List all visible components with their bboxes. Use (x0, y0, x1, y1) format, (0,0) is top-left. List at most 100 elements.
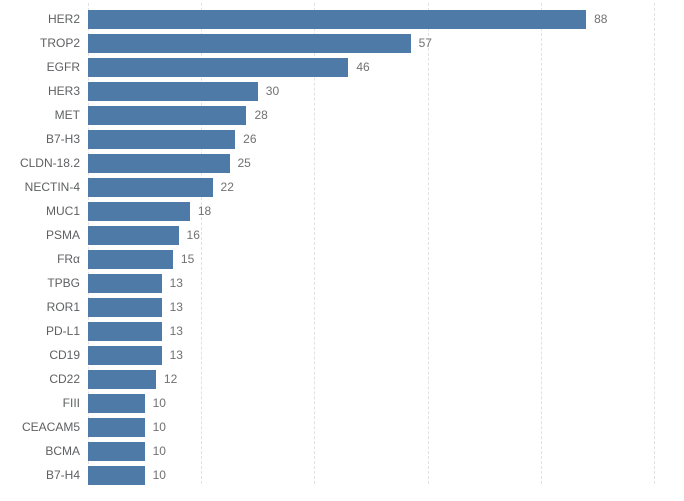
bar[interactable] (88, 441, 145, 461)
bar-track: 30 (88, 81, 684, 101)
bar[interactable] (88, 345, 162, 365)
bar-track: 46 (88, 57, 684, 77)
value-label: 10 (152, 396, 166, 410)
bar-track: 16 (88, 225, 684, 245)
bar[interactable] (88, 369, 156, 389)
value-label: 46 (356, 60, 370, 74)
bar[interactable] (88, 249, 173, 269)
value-label: 57 (418, 36, 432, 50)
bar-track: 10 (88, 417, 684, 437)
bar-row: CEACAM5 10 (0, 415, 684, 439)
bar-row: MET 28 (0, 103, 684, 127)
value-label: 10 (152, 468, 166, 482)
bar[interactable] (88, 129, 236, 149)
value-label: 13 (169, 348, 183, 362)
category-label: HER2 (47, 12, 80, 26)
category-label: PSMA (45, 228, 80, 242)
bar-row: PD-L1 13 (0, 319, 684, 343)
value-label: 12 (163, 372, 178, 386)
category-label: B7-H3 (45, 132, 80, 146)
bar[interactable] (88, 393, 145, 413)
bar-track: 18 (88, 201, 684, 221)
category-label: BCMA (45, 444, 80, 458)
bar-track: 13 (88, 273, 684, 293)
category-label: CD19 (49, 348, 80, 362)
bar-track: 13 (88, 345, 684, 365)
bar-row: BCMA 10 (0, 439, 684, 463)
category-label: MET (54, 108, 80, 122)
category-label: TROP2 (39, 36, 80, 50)
value-label: 28 (254, 108, 268, 122)
category-label: FRα (57, 252, 80, 266)
bar-track: 26 (88, 129, 684, 149)
value-label: 22 (220, 180, 234, 194)
bar-rows: HER2 88 TROP2 57 EGFR 46 HER3 30 MET 28 B7-H3 26 CLD… (0, 7, 684, 487)
bar-row: CD19 13 (0, 343, 684, 367)
bar-row: CD22 12 (0, 367, 684, 391)
category-label: HER3 (47, 84, 80, 98)
bar[interactable] (88, 321, 162, 341)
bar-row: FIII 10 (0, 391, 684, 415)
category-label: NECTIN-4 (24, 180, 80, 194)
bar-row: B7-H4 10 (0, 463, 684, 487)
bar[interactable] (88, 201, 190, 221)
category-label: FIII (62, 396, 80, 410)
bar-row: CLDN-18.2 25 (0, 151, 684, 175)
bar[interactable] (88, 297, 162, 317)
category-label: MUC1 (45, 204, 80, 218)
bar-track: 28 (88, 105, 684, 125)
bar-row: B7-H3 26 (0, 127, 684, 151)
value-label: 13 (169, 300, 183, 314)
value-label: 30 (265, 84, 280, 98)
bar[interactable] (88, 81, 258, 101)
bar-track: 10 (88, 393, 684, 413)
bar[interactable] (88, 177, 213, 197)
category-label: PD-L1 (45, 324, 80, 338)
bar[interactable] (88, 33, 411, 53)
bar-track: 13 (88, 321, 684, 341)
bar-row: EGFR 46 (0, 55, 684, 79)
bar-row: HER3 30 (0, 79, 684, 103)
category-label: EGFR (46, 60, 80, 74)
bar[interactable] (88, 9, 587, 29)
category-label: TPBG (47, 276, 80, 290)
bar-track: 12 (88, 369, 684, 389)
bar-track: 25 (88, 153, 684, 173)
bar[interactable] (88, 153, 230, 173)
bar-track: 15 (88, 249, 684, 269)
value-label: 13 (169, 276, 183, 290)
bar-track: 13 (88, 297, 684, 317)
value-label: 18 (197, 204, 212, 218)
value-label: 26 (243, 132, 257, 146)
bar-row: FRα 15 (0, 247, 684, 271)
bar[interactable] (88, 417, 145, 437)
bar-row: MUC1 18 (0, 199, 684, 223)
bar-track: 22 (88, 177, 684, 197)
category-label: B7-H4 (45, 468, 80, 482)
bar[interactable] (88, 465, 145, 485)
bar-row: TPBG 13 (0, 271, 684, 295)
value-label: 10 (152, 420, 166, 434)
category-label: ROR1 (46, 300, 80, 314)
bar-row: HER2 88 (0, 7, 684, 31)
value-label: 16 (186, 228, 200, 242)
bar-track: 88 (88, 9, 684, 29)
value-label: 15 (180, 252, 195, 266)
value-label: 10 (152, 444, 166, 458)
category-label: CLDN-18.2 (19, 156, 80, 170)
value-label: 13 (169, 324, 183, 338)
value-label: 88 (594, 12, 608, 26)
bar[interactable] (88, 105, 247, 125)
bar-track: 10 (88, 465, 684, 485)
bar-track: 10 (88, 441, 684, 461)
value-label: 25 (237, 156, 251, 170)
bar[interactable] (88, 273, 162, 293)
bar[interactable] (88, 225, 179, 245)
bar-row: ROR1 13 (0, 295, 684, 319)
bar-row: TROP2 57 (0, 31, 684, 55)
bar-row: NECTIN-4 22 (0, 175, 684, 199)
bar[interactable] (88, 57, 349, 77)
category-label: CD22 (49, 372, 80, 386)
bar-track: 57 (88, 33, 684, 53)
